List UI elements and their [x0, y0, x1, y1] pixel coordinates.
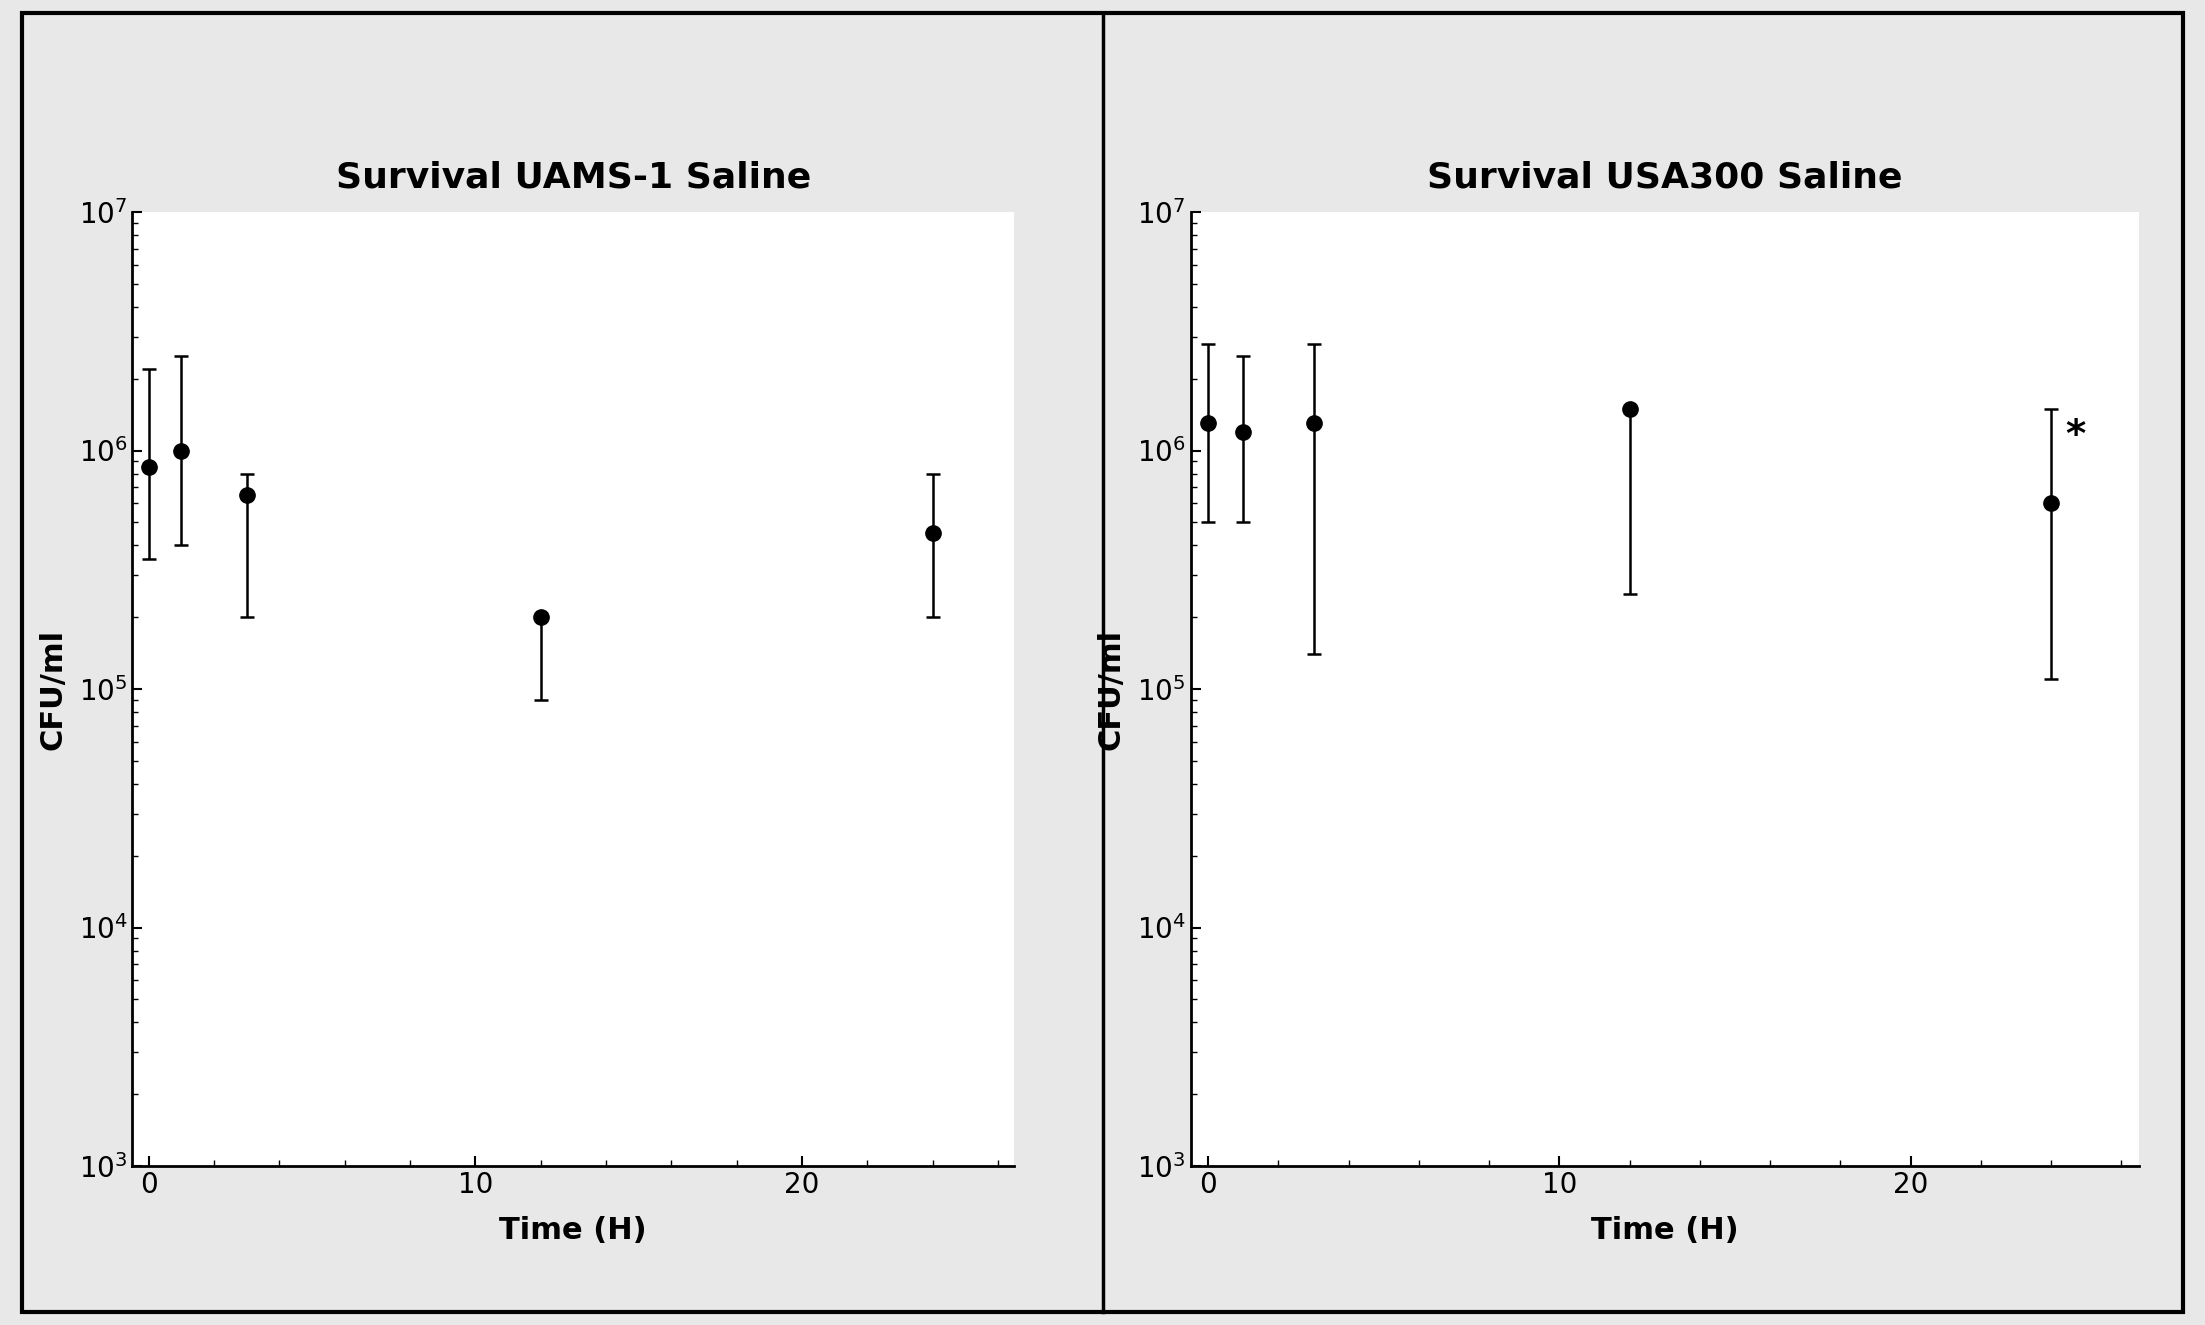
- Title: Survival USA300 Saline: Survival USA300 Saline: [1427, 160, 1903, 193]
- X-axis label: Time (H): Time (H): [501, 1215, 646, 1244]
- Y-axis label: CFU/ml: CFU/ml: [1096, 628, 1127, 750]
- Title: Survival UAMS-1 Saline: Survival UAMS-1 Saline: [335, 160, 811, 193]
- X-axis label: Time (H): Time (H): [1592, 1215, 1738, 1244]
- Text: *: *: [2066, 417, 2086, 454]
- Y-axis label: CFU/ml: CFU/ml: [37, 628, 68, 750]
